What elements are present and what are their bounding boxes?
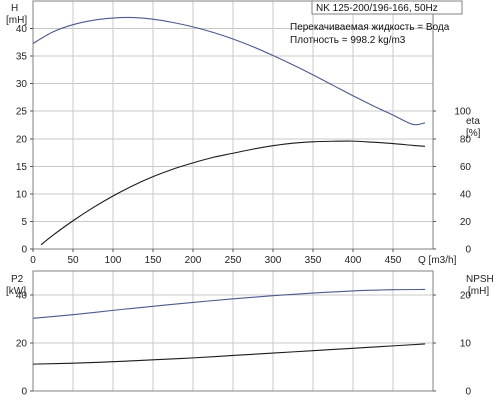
bottom-grid bbox=[33, 271, 433, 391]
npsh-axis-unit: [mH] bbox=[468, 286, 489, 297]
bottom-right-tick-label: 20 bbox=[460, 291, 472, 302]
top-right-tick-label: 40 bbox=[460, 189, 472, 200]
top-right-tick-label: 80 bbox=[460, 134, 472, 145]
density-annotation: Плотность = 998.2 kg/m3 bbox=[290, 35, 406, 46]
x-tick-label: 450 bbox=[385, 255, 402, 266]
npsh-axis-label: NPSH bbox=[466, 274, 494, 285]
top-left-curve bbox=[32, 16, 426, 126]
bottom-left-tick-label: 0 bbox=[21, 387, 27, 398]
curves bbox=[32, 16, 426, 365]
top-right-curve bbox=[40, 140, 426, 246]
top-right-tick-label: 0 bbox=[465, 245, 471, 256]
eta-axis-unit: [%] bbox=[466, 128, 481, 139]
top-left-tick-label: 10 bbox=[16, 189, 28, 200]
bottom-right-curve bbox=[32, 343, 426, 365]
bottom-left-tick-label: 40 bbox=[16, 291, 28, 302]
bottom-left-curve bbox=[32, 288, 426, 319]
top-left-tick-label: 25 bbox=[16, 107, 28, 118]
liquid-annotation: Перекачиваемая жидкость = Вода bbox=[290, 22, 450, 33]
top-left-tick-label: 5 bbox=[21, 217, 27, 228]
top-left-tick-label: 0 bbox=[21, 245, 27, 256]
bottom-right-tick-label: 10 bbox=[460, 339, 472, 350]
top-left-tick-label: 30 bbox=[16, 79, 28, 90]
x-tick-label: 200 bbox=[185, 255, 202, 266]
x-tick-label: 300 bbox=[265, 255, 282, 266]
top-left-tick-label: 15 bbox=[16, 162, 28, 173]
top-grid bbox=[33, 1, 433, 249]
x-tick-label: 100 bbox=[105, 255, 122, 266]
bottom-left-tick-label: 20 bbox=[16, 339, 28, 350]
eta-axis-label: eta bbox=[466, 116, 480, 127]
h-axis-label: H bbox=[11, 3, 18, 14]
title-box bbox=[311, 0, 463, 15]
bottom-right-tick-label: 0 bbox=[465, 387, 471, 398]
bottom-axis-ticks: 0 20 40 0 10 20 bbox=[16, 291, 472, 398]
x-tick-label: 350 bbox=[305, 255, 322, 266]
h-axis-unit: [mH] bbox=[6, 15, 27, 26]
x-tick-label: 250 bbox=[225, 255, 242, 266]
q-axis-label: Q [m3/h] bbox=[418, 255, 457, 266]
top-right-tick-label: 20 bbox=[460, 217, 472, 228]
p2-axis-unit: [kW] bbox=[6, 286, 26, 297]
top-left-tick-label: 35 bbox=[16, 52, 28, 63]
x-tick-label: 50 bbox=[67, 255, 79, 266]
bottom-plot-frame bbox=[32, 270, 434, 392]
x-tick-label: 150 bbox=[145, 255, 162, 266]
p2-axis-label: P2 bbox=[11, 274, 24, 285]
x-tick-label: 0 bbox=[30, 255, 36, 266]
top-right-tick-label: 100 bbox=[454, 107, 471, 118]
top-left-tick-label: 40 bbox=[16, 24, 28, 35]
top-right-tick-label: 60 bbox=[460, 162, 472, 173]
x-tick-label: 400 bbox=[345, 255, 362, 266]
chart-title: NK 125-200/196-166, 50Hz bbox=[316, 3, 438, 14]
top-left-tick-label: 20 bbox=[16, 134, 28, 145]
